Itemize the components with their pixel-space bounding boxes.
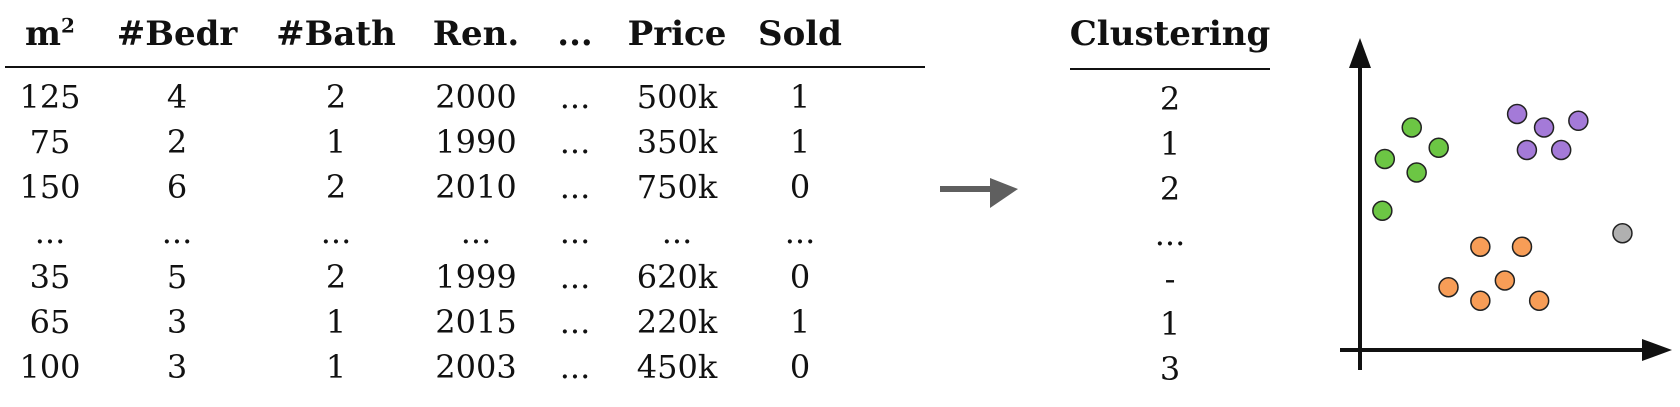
cluster-scatter-plot: [1340, 38, 1672, 370]
cluster-label: 2: [1159, 80, 1181, 118]
point-green: [1401, 117, 1422, 138]
cell-price: 220k: [636, 303, 718, 341]
cell-price: 350k: [636, 123, 718, 161]
right-arrow-icon: [940, 178, 1018, 208]
cell-bedrooms: 5: [166, 258, 188, 296]
cell-sold: 1: [789, 123, 811, 161]
cluster-label: ...: [1154, 215, 1186, 253]
x-axis-arrowhead: [1642, 339, 1672, 361]
cell-renovated: 1999: [435, 258, 517, 296]
cell-ellipsis: ...: [559, 123, 591, 161]
point-orange: [1494, 270, 1516, 291]
cell-renovated: 2015: [435, 303, 517, 341]
cell-area: ...: [34, 213, 66, 251]
cell-bedrooms: 6: [166, 168, 188, 206]
point-orange: [1528, 290, 1550, 311]
cell-bathrooms: 1: [325, 348, 347, 386]
cell-price: 620k: [636, 258, 718, 296]
cell-sold: 1: [789, 303, 811, 341]
cell-renovated: 2010: [435, 168, 517, 206]
cell-bedrooms: 3: [166, 303, 188, 341]
cell-area: 65: [29, 303, 71, 341]
cell-area: 75: [29, 123, 71, 161]
header-renovated: Ren.: [432, 14, 520, 54]
point-purple: [1550, 139, 1572, 161]
point-orange: [1470, 290, 1491, 311]
cell-sold: 1: [789, 78, 811, 116]
cell-bedrooms: 4: [166, 78, 188, 116]
cell-ellipsis: ...: [559, 213, 591, 251]
point-orange: [1511, 236, 1533, 257]
point-orange: [1438, 277, 1459, 298]
cell-sold: 0: [789, 168, 811, 206]
cell-price: ...: [661, 213, 693, 251]
clustering-column: Clustering 2 1 2... - 1 3: [1065, 0, 1275, 407]
cell-renovated: 2000: [435, 78, 517, 116]
cell-bathrooms: 1: [325, 303, 347, 341]
data-points: [1372, 103, 1633, 311]
cell-area: 35: [29, 258, 71, 296]
cluster-label: 3: [1159, 350, 1181, 388]
point-gray: [1612, 223, 1633, 244]
point-green: [1374, 148, 1396, 170]
point-purple: [1516, 139, 1538, 161]
cell-ellipsis: ...: [559, 78, 591, 116]
arrow-head: [990, 178, 1018, 208]
cell-bathrooms: ...: [320, 213, 352, 251]
cell-bedrooms: 3: [166, 348, 188, 386]
header-area: m2: [25, 13, 75, 54]
cell-renovated: 1990: [435, 123, 517, 161]
point-green: [1406, 162, 1427, 183]
cell-area: 125: [19, 78, 81, 116]
cell-ellipsis: ...: [559, 348, 591, 386]
cell-ellipsis: ...: [559, 303, 591, 341]
data-table: m2 #Bedr #Bath Ren. ... Price Sold 125 4 2…: [5, 13, 925, 386]
cell-sold: 0: [789, 348, 811, 386]
cell-area: 150: [19, 168, 81, 206]
point-purple: [1533, 117, 1555, 138]
cell-renovated: 2003: [435, 348, 517, 386]
cell-sold: ...: [784, 213, 816, 251]
cluster-label: -: [1164, 260, 1176, 298]
cell-price: 500k: [636, 78, 718, 116]
cell-ellipsis: ...: [559, 258, 591, 296]
point-green: [1428, 137, 1449, 158]
cell-bathrooms: 1: [325, 123, 347, 161]
clustering-rule: [1070, 68, 1270, 70]
cell-bathrooms: 2: [325, 168, 347, 206]
cluster-label: 1: [1159, 305, 1181, 343]
header-price: Price: [627, 14, 727, 54]
header-ellipsis: ...: [557, 14, 593, 54]
point-purple: [1568, 110, 1589, 131]
cell-sold: 0: [789, 258, 811, 296]
point-purple: [1506, 103, 1528, 125]
header-bedrooms: #Bedr: [116, 14, 238, 54]
clustering-header: Clustering: [1069, 14, 1271, 54]
cell-bathrooms: 2: [325, 78, 347, 116]
cell-bedrooms: ...: [161, 213, 193, 251]
cell-ellipsis: ...: [559, 168, 591, 206]
header-bathrooms: #Bath: [276, 14, 396, 54]
header-rule: [5, 66, 925, 68]
cell-price: 450k: [636, 348, 718, 386]
point-orange: [1470, 236, 1491, 257]
cell-renovated: ...: [460, 213, 492, 251]
header-sold: Sold: [758, 14, 842, 54]
cell-bathrooms: 2: [325, 258, 347, 296]
cluster-label: 1: [1159, 125, 1181, 163]
cluster-label: 2: [1159, 170, 1181, 208]
cell-bedrooms: 2: [166, 123, 188, 161]
y-axis-arrowhead: [1349, 38, 1371, 68]
cell-price: 750k: [636, 168, 718, 206]
point-green: [1372, 200, 1393, 221]
cell-area: 100: [19, 348, 81, 386]
